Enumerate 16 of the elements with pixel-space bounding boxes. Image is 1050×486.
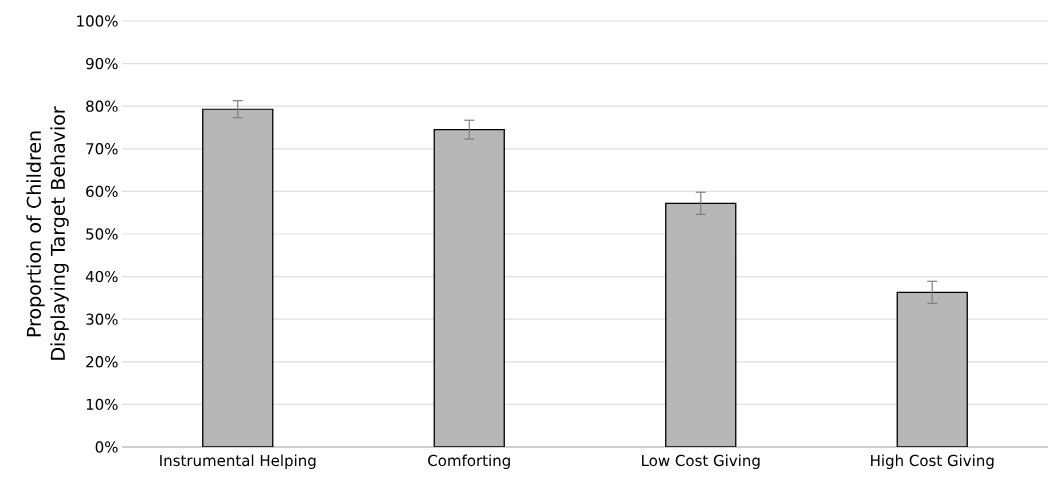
x-tick-label: Comforting (428, 454, 510, 470)
y-tick-label: 50% (86, 228, 118, 240)
y-tick-label: 100% (77, 15, 118, 27)
y-tick-label: 30% (86, 313, 118, 325)
x-tick-label: Instrumental Helping (160, 454, 316, 470)
y-tick-label: 40% (85, 270, 118, 283)
y-axis-title: Proportion of Children Displaying Target Behavior (26, 106, 69, 360)
y-tick-label: 70% (86, 143, 118, 155)
x-tick-label: High Cost Giving (871, 454, 994, 470)
x-tick-label: Low Cost Giving (642, 454, 760, 470)
y-tick-label: 80% (86, 100, 118, 112)
y-tick-label: 20% (86, 356, 118, 368)
y-tick-label: 90% (86, 57, 118, 70)
y-tick-label: 10% (86, 398, 118, 411)
y-tick-label: 60% (86, 185, 118, 198)
y-tick-label: 0% (95, 441, 118, 453)
